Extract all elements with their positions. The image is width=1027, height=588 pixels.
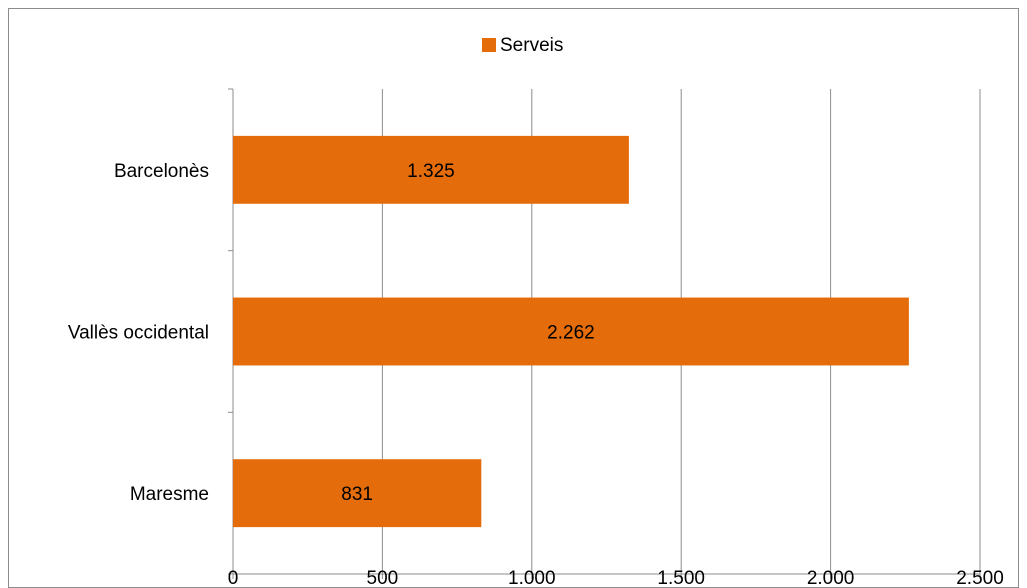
legend-swatch — [482, 38, 496, 52]
value-tick-label-3: 1.500 — [657, 568, 705, 586]
bar-2 — [233, 459, 482, 528]
legend-label: Serveis — [500, 35, 563, 56]
value-tick-label-0: 0 — [228, 568, 239, 586]
bar-1 — [233, 297, 909, 366]
value-tick-label-4: 2.000 — [807, 568, 855, 586]
bar-0 — [233, 135, 629, 204]
value-tick-label-1: 500 — [367, 568, 399, 586]
category-label-2: Maresme — [130, 484, 209, 505]
data-label-0: 1.325 — [407, 161, 455, 182]
data-label-1: 2.262 — [547, 323, 595, 344]
category-label-1: Vallès occidental — [68, 323, 209, 344]
data-label-2: 831 — [341, 484, 373, 505]
category-label-0: Barcelonès — [114, 161, 209, 182]
value-tick-label-2: 1.000 — [508, 568, 556, 586]
value-tick-label-5: 2.500 — [956, 568, 1004, 586]
